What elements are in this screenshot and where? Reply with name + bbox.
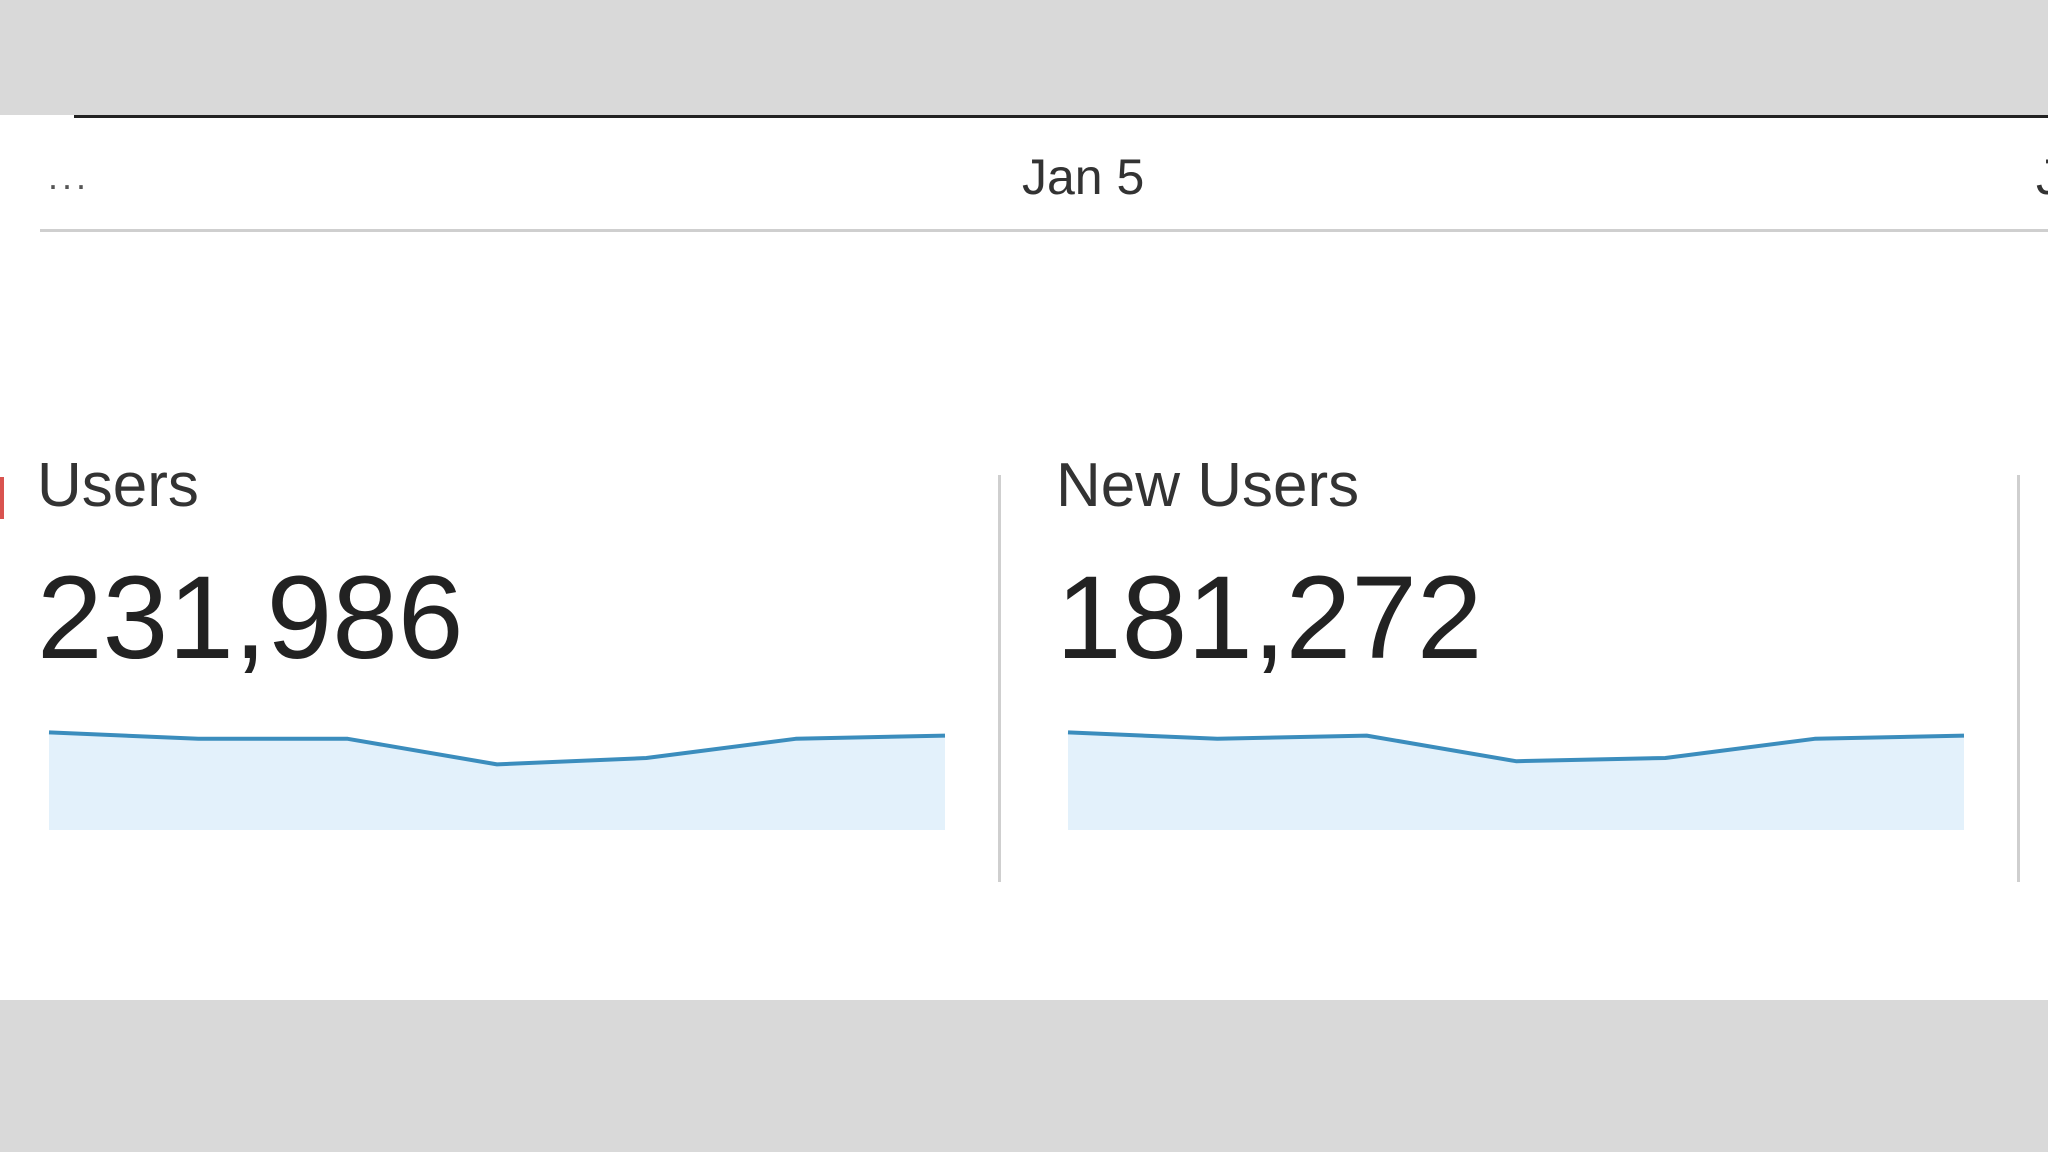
metric-divider (998, 475, 1001, 882)
sparkline-area (49, 732, 945, 830)
metric-label: New Users (1056, 451, 1360, 520)
metric-value: 181,272 (1056, 552, 1483, 684)
edge-accent-mark (0, 477, 4, 519)
metric-value: 231,986 (37, 552, 464, 684)
analytics-panel: ... Jan 5 J Users 231,986 New Users 181,… (0, 115, 2048, 1000)
metric-label: Users (37, 451, 199, 520)
date-timeline: ... Jan 5 J (0, 118, 2048, 232)
timeline-date-label[interactable]: Jan 5 (1022, 149, 1145, 205)
sparkline-area (1068, 732, 1964, 830)
metric-divider (2017, 475, 2020, 882)
new-users-sparkline (1067, 730, 1965, 830)
timeline-divider (40, 229, 2048, 232)
timeline-next-date-fragment[interactable]: J (2036, 148, 2048, 206)
sparkline-line (48, 730, 946, 767)
metric-card-new-users[interactable]: New Users 181,272 (1056, 450, 1976, 870)
sparkline-line (1067, 730, 1965, 764)
top-rule (74, 115, 2048, 118)
users-sparkline (48, 730, 946, 830)
timeline-overflow-ellipsis[interactable]: ... (48, 156, 91, 197)
metric-card-users[interactable]: Users 231,986 (37, 450, 957, 870)
